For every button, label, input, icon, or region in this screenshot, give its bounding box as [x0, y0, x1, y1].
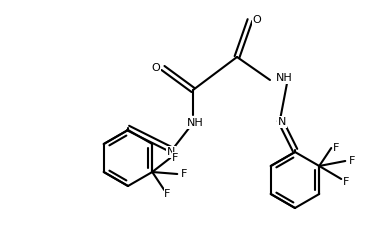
- Text: F: F: [181, 169, 187, 179]
- Text: F: F: [343, 177, 350, 187]
- Text: O: O: [253, 15, 261, 25]
- Text: NH: NH: [187, 118, 203, 128]
- Text: F: F: [349, 156, 355, 166]
- Text: O: O: [152, 63, 160, 73]
- Text: N: N: [278, 117, 286, 127]
- Text: F: F: [164, 189, 170, 199]
- Text: F: F: [172, 153, 178, 163]
- Text: N: N: [167, 147, 175, 157]
- Text: F: F: [333, 143, 339, 153]
- Text: NH: NH: [276, 73, 292, 83]
